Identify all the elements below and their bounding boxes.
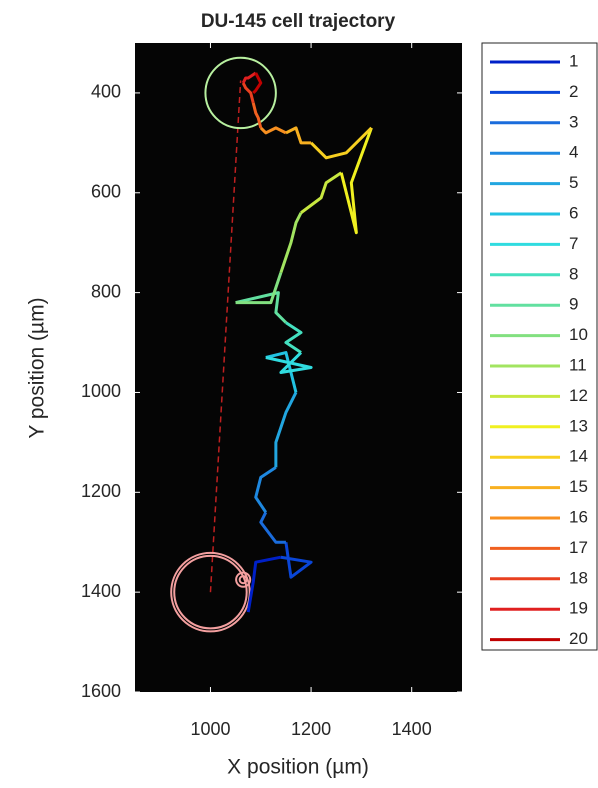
y-tick-label: 1400: [81, 581, 121, 601]
legend-label: 20: [569, 629, 588, 648]
legend-label: 6: [569, 203, 578, 222]
legend-label: 12: [569, 386, 588, 405]
legend-label: 8: [569, 264, 578, 283]
y-tick-label: 400: [91, 82, 121, 102]
x-tick-label: 1200: [291, 719, 331, 739]
y-axis-label: Y position (µm): [26, 297, 49, 438]
legend-label: 18: [569, 568, 588, 587]
plot-background: [135, 43, 462, 692]
x-tick-label: 1000: [190, 719, 230, 739]
x-axis-label: X position (µm): [227, 756, 369, 779]
y-tick-label: 600: [91, 182, 121, 202]
y-tick-label: 1200: [81, 481, 121, 501]
legend-label: 17: [569, 538, 588, 557]
chart-title: DU-145 cell trajectory: [201, 11, 396, 32]
legend-box: [482, 43, 597, 650]
legend-label: 1: [569, 51, 578, 70]
y-tick-label: 1000: [81, 381, 121, 401]
legend-label: 10: [569, 325, 588, 344]
legend-label: 3: [569, 112, 578, 131]
legend-label: 2: [569, 82, 578, 101]
y-tick-label: 800: [91, 281, 121, 301]
legend-label: 11: [569, 355, 587, 374]
legend-label: 5: [569, 173, 578, 192]
legend-label: 14: [569, 447, 588, 466]
legend-label: 16: [569, 507, 588, 526]
legend-label: 7: [569, 234, 578, 253]
chart: DU-145 cell trajectory X position (µm) Y…: [0, 0, 598, 783]
legend-label: 4: [569, 143, 578, 162]
legend-label: 15: [569, 477, 588, 496]
legend-label: 9: [569, 295, 578, 314]
legend-label: 13: [569, 416, 588, 435]
x-tick-label: 1400: [392, 719, 432, 739]
y-tick-label: 1600: [81, 681, 121, 701]
legend-label: 19: [569, 599, 588, 618]
